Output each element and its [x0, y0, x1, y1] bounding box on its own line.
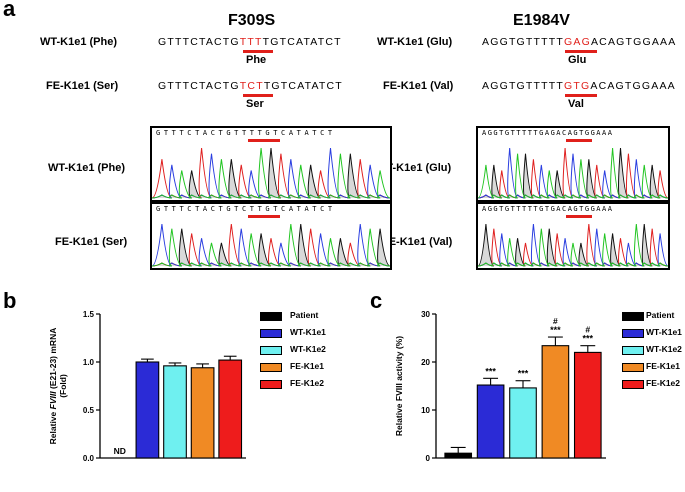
aa-label-phe: Phe — [246, 54, 267, 66]
legend-label-fe-k1e2: FE-K1e2 — [646, 378, 681, 388]
chrom-seq-fe-ser: GTTTCTACTGTCTTGTCATATCT — [156, 205, 336, 213]
chrom-label-wt-glu: WT-K1e1 (Glu) — [376, 162, 452, 174]
bar-patient — [444, 452, 473, 459]
chrom-seq-wt-phe: GTTTCTACTGTTTTGTCATATCT — [156, 129, 336, 137]
bar-wt-k1e1 — [476, 384, 505, 459]
panel-c-label: c — [370, 288, 383, 313]
bar-label-patient: ND — [114, 446, 126, 456]
aa-label-ser: Ser — [246, 98, 264, 110]
right-mutation-title: E1984V — [513, 12, 570, 29]
chrom-codon-bar-val — [566, 215, 592, 218]
bar-fe-k1e2 — [218, 359, 243, 459]
y-tick-label: 1.5 — [83, 310, 95, 319]
legend-swatch-patient — [260, 312, 282, 321]
aa-label-val: Val — [568, 98, 584, 110]
chart-c-activity: 0 10 20 30 Relative FVIII activity (%) *** ***… — [394, 310, 606, 463]
y-tick-label: 0.5 — [83, 406, 95, 415]
chrom-trace-a — [478, 223, 668, 267]
y-axis-label: Relative FVIII activity (%) — [394, 336, 404, 436]
chrom-trace-wt-glu — [478, 147, 668, 199]
seq-label-fe-ser: FE-K1e1 (Ser) — [46, 80, 119, 92]
hash-mark: # — [553, 316, 558, 326]
chart-b-mrna: 0.0 0.5 1.0 1.5 Relative FVIII (E21-23) mRNA… — [48, 310, 246, 463]
legend-label-patient: Patient — [646, 310, 675, 320]
codon-underline-phe — [243, 50, 273, 53]
chrom-trace-a — [478, 147, 668, 199]
chrom-seq-wt-glu: AGGTGTTTTTGAGACAGTGGAAA — [482, 129, 614, 137]
chrom-trace-fe-ser — [152, 223, 390, 267]
y-tick-label: 0.0 — [83, 454, 95, 463]
bar-fe-k1e1 — [541, 345, 570, 459]
y-tick-label: 10 — [421, 406, 430, 415]
codon-underline-glu — [565, 50, 597, 53]
chrom-label-fe-ser: FE-K1e1 (Ser) — [55, 236, 128, 248]
chrom-trace-wt-phe — [152, 147, 390, 199]
panel-a-label: a — [3, 0, 16, 21]
legend-label-wt-k1e2: WT-K1e2 — [646, 344, 682, 354]
bar-fe-k1e2 — [573, 351, 602, 459]
y-axis-label: Relative FVIII (E21-23) mRNA — [48, 328, 58, 445]
legend-swatch-fe-k1e1 — [260, 363, 282, 372]
y-tick-label: 30 — [421, 310, 430, 319]
legend-label-fe-k1e2: FE-K1e2 — [290, 378, 325, 388]
chromatogram-wt-phe: GTTTCTACTGTTTTGTCATATCT — [150, 126, 392, 202]
legend-swatch-wt-k1e1 — [622, 329, 644, 338]
hash-mark: # — [585, 325, 590, 335]
legend-label-fe-k1e1: FE-K1e1 — [290, 361, 325, 371]
chrom-trace-a — [152, 147, 390, 199]
legend-label-fe-k1e1: FE-K1e1 — [646, 361, 681, 371]
chrom-trace-g — [152, 147, 390, 199]
aa-label-glu: Glu — [568, 54, 587, 66]
bar-wt-k1e2 — [163, 365, 187, 459]
chrom-codon-bar-phe — [248, 139, 280, 142]
significance-mark: *** — [583, 334, 594, 344]
chrom-trace-fe-val — [478, 223, 668, 267]
y-tick-label: 1.0 — [83, 358, 95, 367]
left-mutation-title: F309S — [228, 12, 276, 29]
seq-fe-ser: GTTTCTACTGTCTTGTCATATCT — [158, 80, 343, 92]
chrom-label-fe-val: FE-K1e1 (Val) — [382, 236, 453, 248]
legend-swatch-wt-k1e2 — [260, 346, 282, 355]
codon-underline-ser — [243, 94, 273, 97]
significance-mark: *** — [518, 369, 529, 379]
chrom-trace-g — [152, 223, 390, 267]
seq-wt-phe: GTTTCTACTGTTTTGTCATATCT — [158, 36, 342, 48]
seq-label-wt-phe: WT-K1e1 (Phe) — [40, 36, 118, 48]
significance-mark: *** — [485, 366, 496, 376]
bar-wt-k1e1 — [135, 361, 160, 459]
legend-swatch-fe-k1e2 — [260, 380, 282, 389]
seq-wt-glu: AGGTGTTTTTGAGACAGTGGAAA — [482, 36, 677, 48]
chrom-trace-a — [152, 223, 390, 267]
chromatogram-fe-ser: GTTTCTACTGTCTTGTCATATCT — [150, 202, 392, 270]
codon-underline-val — [565, 94, 597, 97]
legend-swatch-fe-k1e1 — [622, 363, 644, 372]
y-tick-label: 20 — [421, 358, 430, 367]
significance-mark: *** — [550, 325, 561, 335]
legend-swatch-wt-k1e2 — [622, 346, 644, 355]
legend-b: Patient WT-K1e1 WT-K1e2 FE-K1e1 FE-K1e2 — [260, 310, 360, 405]
chromatogram-fe-val: AGGTGTTTTTGTGACAGTGGAAA — [476, 202, 670, 270]
legend-label-wt-k1e2: WT-K1e2 — [290, 344, 326, 354]
chrom-label-wt-phe: WT-K1e1 (Phe) — [48, 162, 126, 174]
y-axis-label-unit: (Fold) — [58, 374, 68, 398]
bar-wt-k1e2 — [509, 387, 537, 459]
y-tick-label: 0 — [426, 454, 431, 463]
legend-label-patient: Patient — [290, 310, 319, 320]
panel-b-label: b — [3, 288, 17, 313]
chrom-codon-bar-ser — [248, 215, 280, 218]
chrom-trace-c — [478, 147, 668, 199]
legend-swatch-patient — [622, 312, 644, 321]
legend-label-wt-k1e1: WT-K1e1 — [646, 327, 682, 337]
legend-c: Patient WT-K1e1 WT-K1e2 FE-K1e1 FE-K1e2 — [622, 310, 684, 405]
seq-fe-val: AGGTGTTTTTGTGACAGTGGAAA — [482, 80, 676, 92]
legend-label-wt-k1e1: WT-K1e1 — [290, 327, 326, 337]
seq-label-fe-val: FE-K1e1 (Val) — [383, 80, 454, 92]
chrom-codon-bar-glu — [566, 139, 592, 142]
chrom-seq-fe-val: AGGTGTTTTTGTGACAGTGGAAA — [482, 205, 614, 213]
bar-fe-k1e1 — [190, 367, 215, 459]
chromatogram-wt-glu: AGGTGTTTTTGAGACAGTGGAAA — [476, 126, 670, 202]
seq-label-wt-glu: WT-K1e1 (Glu) — [377, 36, 453, 48]
legend-swatch-fe-k1e2 — [622, 380, 644, 389]
legend-swatch-wt-k1e1 — [260, 329, 282, 338]
